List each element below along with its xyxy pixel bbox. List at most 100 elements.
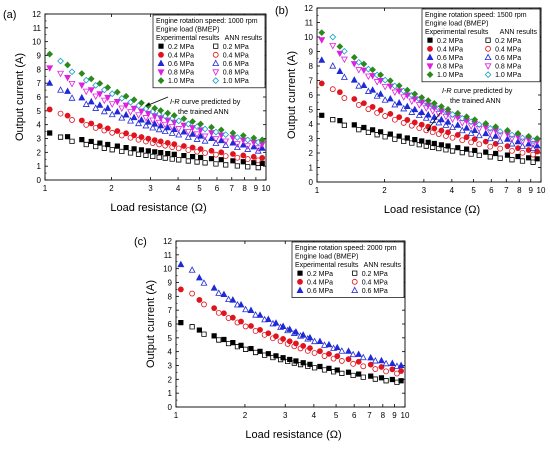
exp-point <box>463 124 471 131</box>
ann-point <box>188 266 196 273</box>
exp-point <box>170 119 178 127</box>
exp-point <box>151 113 159 120</box>
exp-point <box>525 147 532 153</box>
legend-series-name: 0.4 MPa <box>437 46 463 53</box>
ann-point <box>374 132 380 138</box>
exp-point <box>386 94 394 102</box>
ann-point <box>57 70 65 78</box>
x-tick-label: 8 <box>381 411 386 420</box>
ann-point <box>168 129 176 136</box>
exp-point <box>221 310 227 317</box>
exp-point <box>130 105 138 113</box>
exp-point <box>256 311 264 318</box>
exp-point <box>230 158 236 164</box>
ann-point <box>355 67 363 74</box>
exp-point <box>369 104 376 110</box>
y-tick-label: 7 <box>309 77 314 86</box>
exp-point <box>196 297 203 303</box>
exp-point <box>369 86 377 93</box>
exp-point <box>378 356 385 364</box>
ann-point <box>212 128 220 136</box>
ann-point <box>201 301 207 308</box>
exp-point <box>533 135 541 142</box>
ann-point <box>340 73 348 80</box>
y-axis-title: Output current (A) <box>145 280 157 368</box>
exp-point <box>218 149 225 156</box>
ann-point <box>68 68 76 76</box>
ann-point <box>350 360 357 367</box>
exp-point <box>240 152 247 159</box>
ann-point <box>508 135 516 143</box>
legend-col-title: Experimental results <box>425 29 489 36</box>
ann-point <box>487 143 494 150</box>
y-tick-label: 4 <box>168 348 173 357</box>
x-axis-title: Load resistance (Ω) <box>110 202 206 214</box>
legend-series-name: 0.4 MPa <box>168 52 194 59</box>
exp-point <box>257 326 263 333</box>
ann-point <box>215 289 223 296</box>
legend-line: Engine rotation speed: 1000 rpm <box>156 18 258 25</box>
series-0 <box>47 130 265 171</box>
ann-point <box>350 372 356 379</box>
exp-point <box>504 127 511 134</box>
legend-box <box>291 241 405 298</box>
y-tick-label: 9 <box>309 48 314 57</box>
legend-ann-marker <box>351 286 359 293</box>
exp-point <box>286 338 293 345</box>
x-tick-label: 10 <box>262 184 271 193</box>
exp-point <box>164 109 172 117</box>
exp-point <box>438 103 445 110</box>
exp-point <box>238 318 244 325</box>
exp-point <box>104 104 112 111</box>
exp-point <box>272 319 280 326</box>
exp-point <box>208 147 215 154</box>
ann-point <box>82 88 90 96</box>
exp-point <box>171 141 178 148</box>
exp-point <box>318 80 325 87</box>
ann-point <box>194 159 200 165</box>
exp-point <box>398 368 404 374</box>
exp-point <box>431 125 438 132</box>
ann-point <box>508 140 516 147</box>
ann-point <box>509 157 515 163</box>
legend-series-name: 0.2 MPa <box>437 38 463 45</box>
ann-point <box>156 154 162 160</box>
exp-point <box>418 121 425 128</box>
ann-point <box>476 152 482 158</box>
exp-point <box>377 71 384 79</box>
legend-ann-marker <box>212 51 219 58</box>
ann-point <box>142 121 150 129</box>
ann-point <box>519 142 526 149</box>
ann-point <box>252 349 259 356</box>
ann-point <box>244 143 252 150</box>
exp-point <box>326 365 332 372</box>
exp-point <box>237 300 245 308</box>
ann-point <box>394 379 400 385</box>
x-tick-label: 7 <box>230 184 235 193</box>
exp-point <box>144 111 152 118</box>
exp-point <box>317 348 323 355</box>
exp-point <box>170 112 178 119</box>
exp-point <box>292 328 300 335</box>
ann-point <box>168 124 176 131</box>
ann-point <box>329 43 337 50</box>
x-axis-title: Load resistance (Ω) <box>384 204 480 216</box>
exp-point <box>445 129 451 136</box>
y-tick-label: 9 <box>168 279 173 288</box>
legend-exp-marker <box>296 286 304 293</box>
annotation-text: I-R curve predicted by <box>442 86 513 95</box>
legend-exp-marker <box>297 270 303 276</box>
ann-point <box>449 134 456 141</box>
ann-point <box>372 376 378 382</box>
exp-point <box>345 356 352 363</box>
ann-point <box>391 116 398 123</box>
ann-point <box>459 150 465 156</box>
ann-point <box>135 151 142 157</box>
y-tick-label: 10 <box>32 38 41 47</box>
legend-ann-marker <box>213 43 219 49</box>
ann-point <box>329 62 337 69</box>
ann-point <box>175 145 182 152</box>
ann-point <box>365 129 371 135</box>
x-tick-label: 6 <box>489 186 494 195</box>
exp-point <box>386 77 394 85</box>
